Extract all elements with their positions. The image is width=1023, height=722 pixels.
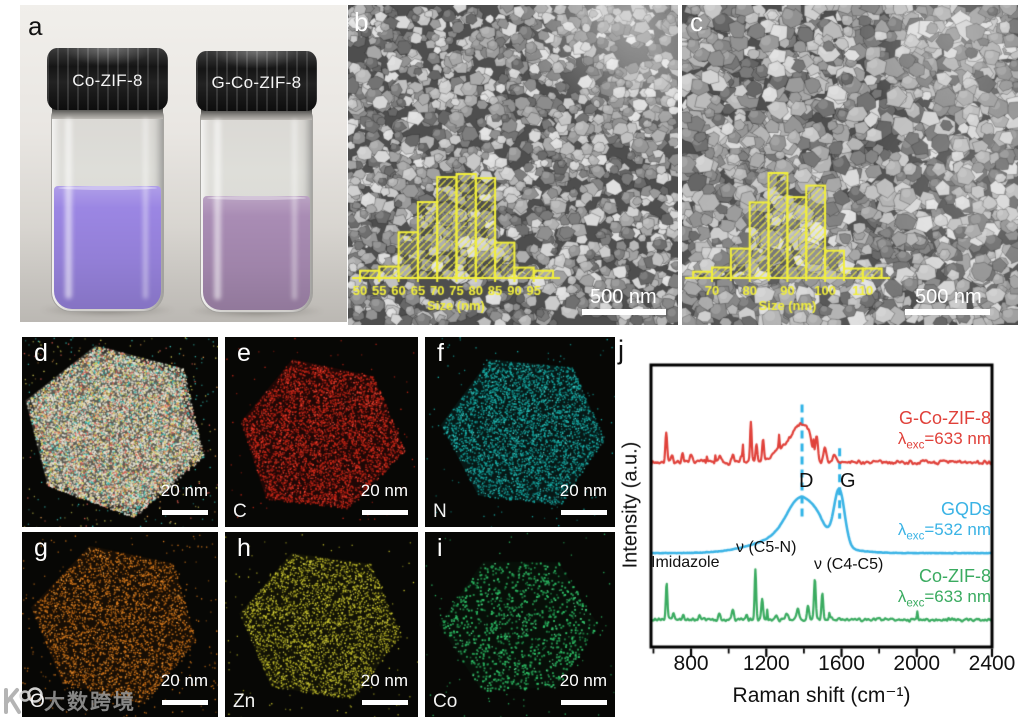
scale-bar-label: 20 nm — [160, 481, 208, 500]
panel-b-sem: b 500 nm — [348, 5, 678, 325]
panel-label-g: g — [34, 534, 48, 562]
watermark-logo — [4, 687, 43, 714]
imidazole-annotation: Imidazole — [651, 554, 720, 571]
x-tick-label: 2000 — [893, 652, 941, 675]
y-axis-title: Intensity (a.u.) — [619, 441, 642, 569]
panel-label-b: b — [354, 7, 369, 37]
d-band-label: D — [799, 470, 814, 492]
vial-cap: Co-ZIF-8 — [47, 48, 168, 110]
vial-cap-label: G-Co-ZIF-8 — [211, 73, 302, 92]
series-name: GQDs — [940, 499, 991, 519]
vial-co-zif8: Co-ZIF-8 — [39, 48, 176, 317]
panel-g-eds-oxygen: g O 20 nm — [22, 532, 218, 717]
scale-bar-label: 20 nm — [559, 481, 607, 500]
legend-g-co-zif8: G-Co-ZIF-8 λexc=633 nm — [898, 408, 991, 453]
x-axis-title: Raman shift (cm⁻¹) — [732, 684, 911, 707]
x-tick-label: 1600 — [818, 652, 865, 675]
panel-c-sem: c 500 nm — [682, 5, 1018, 325]
liquid-meniscus — [207, 196, 306, 200]
scale-bar-label: 500 nm — [915, 286, 982, 308]
element-label-zn: Zn — [233, 691, 256, 712]
panel-d-eds-composite: d 20 nm — [22, 337, 218, 527]
legend-co-zif8: Co-ZIF-8 λexc=633 nm — [898, 566, 991, 611]
eds-map-oxygen — [22, 532, 218, 717]
vial-cap: G-Co-ZIF-8 — [196, 51, 317, 111]
panel-label-a: a — [28, 11, 43, 41]
element-label-co: Co — [433, 691, 458, 712]
series-name: Co-ZIF-8 — [919, 566, 991, 586]
panel-j-raman-chart: j Intensity (a.u.) Raman shift (cm⁻¹) 80… — [615, 335, 1023, 722]
vial-glass — [200, 111, 313, 313]
excitation-wavelength: λexc=633 nm — [897, 587, 991, 610]
panel-label-d: d — [34, 339, 48, 367]
c5-n-annotation: ν (C5-N) — [736, 539, 797, 556]
scale-bar — [561, 700, 607, 705]
panel-label-f: f — [437, 339, 444, 367]
glass-highlight — [65, 118, 72, 299]
glass-highlight — [214, 119, 221, 300]
scale-bar-label: 20 nm — [360, 671, 408, 690]
scale-bar-label: 500 nm — [590, 286, 657, 308]
scale-bar — [162, 510, 208, 515]
watermark-text: 大数跨境 — [44, 691, 136, 714]
x-tick-label: 800 — [673, 652, 709, 675]
eds-map-cobalt — [425, 532, 617, 717]
x-tick-label: 1200 — [742, 652, 790, 675]
scale-bar — [582, 309, 666, 315]
g-band-label: G — [840, 470, 856, 492]
panel-e-eds-carbon: e C 20 nm — [225, 337, 418, 527]
vial-glass — [51, 110, 164, 312]
eds-map-carbon — [225, 337, 418, 527]
glass-highlight — [143, 118, 148, 299]
scale-bar — [561, 510, 607, 515]
eds-map-composite — [22, 337, 218, 527]
vial-g-co-zif8: G-Co-ZIF-8 — [188, 51, 325, 318]
panel-h-eds-zinc: h Zn 20 nm — [225, 532, 418, 717]
panel-a-photo: a Co-ZIF-8 — [20, 5, 347, 322]
scale-bar — [362, 700, 408, 705]
scale-bar-label: 20 nm — [559, 671, 607, 690]
scale-bar — [362, 510, 408, 515]
panel-f-eds-nitrogen: f N 20 nm — [425, 337, 617, 527]
panel-label-e: e — [237, 339, 251, 367]
sem-image-c — [682, 5, 1018, 325]
c4-c5-annotation: ν (C4-C5) — [814, 556, 884, 573]
panel-label-c: c — [690, 7, 703, 37]
element-label-c: C — [233, 501, 247, 522]
scale-bar-label: 20 nm — [360, 481, 408, 500]
panel-label-h: h — [237, 534, 251, 562]
excitation-wavelength: λexc=532 nm — [897, 520, 991, 543]
series-name: G-Co-ZIF-8 — [899, 408, 991, 428]
glass-highlight — [292, 119, 297, 300]
liquid-meniscus — [58, 186, 157, 190]
scale-bar — [162, 700, 208, 705]
panel-i-eds-cobalt: i Co 20 nm — [425, 532, 617, 717]
panel-label-j: j — [618, 335, 624, 365]
legend-gqds: GQDs λexc=532 nm — [898, 499, 991, 544]
eds-map-zinc — [225, 532, 418, 717]
scale-bar — [905, 309, 990, 315]
panel-label-i: i — [437, 534, 443, 562]
watermark: 大数跨境 — [2, 686, 136, 716]
excitation-wavelength: λexc=633 nm — [897, 429, 991, 452]
scale-bar-label: 20 nm — [160, 671, 208, 690]
sem-image-b — [348, 5, 678, 325]
element-label-n: N — [433, 501, 447, 522]
x-tick-label: 2400 — [968, 652, 1016, 675]
raman-plot — [615, 335, 1023, 722]
eds-map-nitrogen — [425, 337, 617, 527]
vial-cap-label: Co-ZIF-8 — [72, 71, 143, 90]
